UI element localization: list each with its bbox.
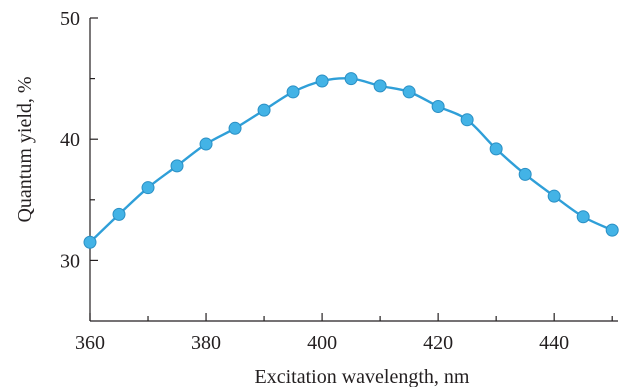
x-tick-label: 440: [539, 332, 569, 354]
x-tick-label: 360: [75, 332, 105, 354]
y-tick-label: 50: [60, 8, 80, 30]
data-point: [83, 235, 97, 249]
data-points: [83, 72, 619, 249]
data-point: [518, 167, 532, 181]
y-tick-label: 40: [60, 129, 80, 151]
data-point: [489, 142, 503, 156]
data-point: [605, 223, 619, 237]
data-point: [344, 72, 358, 86]
data-point: [547, 189, 561, 203]
data-point: [373, 79, 387, 93]
x-tick-label: 380: [191, 332, 221, 354]
x-tick-label: 420: [423, 332, 453, 354]
plot-area: 360 380 400 420 440 30 40 50: [60, 8, 619, 354]
x-ticks: 360 380 400 420 440: [75, 313, 613, 354]
y-axis-title: Quantum yield, %: [14, 76, 36, 222]
data-point: [199, 137, 213, 151]
data-point: [228, 121, 242, 135]
data-point: [112, 207, 126, 221]
data-point: [315, 74, 329, 88]
x-axis-title: Excitation wavelength, nm: [255, 366, 470, 387]
data-point: [460, 113, 474, 127]
data-point: [141, 181, 155, 195]
x-tick-label: 400: [307, 332, 337, 354]
data-point: [257, 103, 271, 117]
data-point: [431, 99, 445, 113]
fit-curve: [89, 77, 613, 244]
y-tick-label: 30: [60, 250, 80, 272]
data-point: [576, 210, 590, 224]
data-point: [170, 159, 184, 173]
data-point: [402, 85, 416, 99]
y-ticks: 30 40 50: [60, 8, 98, 272]
data-point: [286, 85, 300, 99]
